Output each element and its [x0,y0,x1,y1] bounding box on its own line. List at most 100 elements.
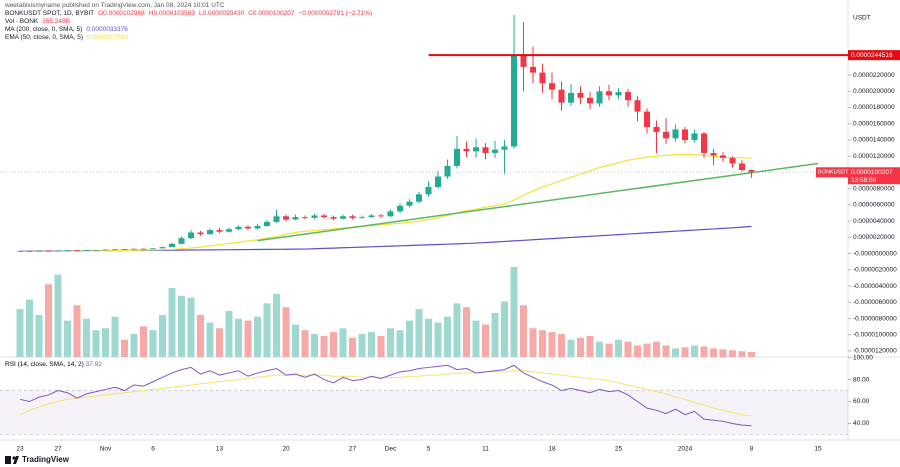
volume-bar [425,318,432,357]
candle-body [644,111,650,127]
y-tick-label: 0.0000040000 [853,218,895,225]
legend: weetabixismyname published on TradingVie… [5,2,376,42]
candle-body [596,91,603,104]
candle-body [169,243,175,248]
candle-body [235,226,242,230]
volume-bar [605,343,613,357]
candle-body [511,54,517,147]
volume-bar [368,332,375,357]
trend-line [257,162,819,242]
volume-bar [482,324,489,357]
y-tick-label: 0.0000020000 [853,234,895,241]
volume-name: Vol · BONK [5,18,39,25]
volume-bar [396,330,404,357]
candle-body [739,163,745,171]
rsi-name: RSI (14, close, SMA, 14, 2) [5,361,84,368]
x-tick-label: 6 [151,446,155,453]
volume-bar [358,334,366,357]
volume-bar [26,299,33,357]
candle-body [330,217,337,219]
candle-body [102,249,109,251]
volume-bar [729,350,736,357]
volume-bar [710,348,717,357]
symbol-label: BONKUSDT [818,170,849,176]
candle-body [653,126,660,132]
candle-body [264,221,270,227]
candle-body [140,248,147,250]
candle-body [473,147,479,152]
volume-value: 265.248B [42,18,71,25]
volume-bar [510,267,518,357]
y-tick-label: 40.00 [853,420,870,427]
candle-body [606,91,612,96]
volume-bar [738,351,746,357]
candle-body [340,216,346,219]
candle-body [83,250,90,251]
x-tick-label: Dec [385,446,397,453]
candle-body [729,157,736,164]
publisher: weetabixismyname published on TradingVie… [5,2,225,9]
volume-bar [472,320,480,357]
volume-bar [35,314,43,357]
candle-body [150,248,156,250]
candle-body [682,129,688,140]
countdown: 13:58:58 [851,177,877,184]
volume-bar [92,330,100,357]
series-legend: MA (200, close, 0, SMA, 5) 0.0000033376 [5,26,376,34]
x-tick-label: 27 [349,446,357,453]
indicator-line [19,225,752,252]
volume-bar [463,307,470,357]
volume-bar [320,335,328,357]
volume-bar [567,339,575,357]
volume-bar [45,284,52,357]
candle-body [45,250,52,252]
price-label-box [848,50,900,61]
volume-bar [558,334,565,357]
volume-bar [453,303,461,357]
volume-bar [168,288,176,357]
series-legend: EMA (50, close, 0, SMA, 5) 0.0000117593 [5,34,376,42]
x-tick-label: 15 [814,446,822,453]
candle-body [178,238,185,244]
y-tick-label: -0.0000120000 [853,348,897,355]
volume-bar [719,349,727,357]
x-tick-label: 23 [16,446,24,453]
volume-bar [339,328,347,357]
candle-body [321,215,327,218]
candle-body [74,250,80,252]
candle-body [568,92,574,103]
candle-body [26,251,33,252]
y-tick-label: 0.0000080000 [853,185,895,192]
indicator-legend: MA (200, close, 0, SMA, 5) 0.0000033376 EM… [5,26,376,42]
volume-bar [216,328,223,357]
x-tick-label: 5 [427,446,431,453]
branding: TradingView [5,455,69,464]
volume-bar [700,346,708,357]
x-tick-label: 8 [750,446,754,453]
volume-bar [529,328,537,357]
candle-body [539,72,546,84]
candle-body [520,54,527,67]
volume-bar [235,318,242,357]
volume-bar [64,320,71,357]
logo [5,455,19,464]
change: −0.0000002791 (−2.71%) [298,10,373,17]
rsi-legend: RSI (14, close, SMA, 14, 2) 37.92 [5,361,102,368]
candle-body [207,230,213,235]
volume-bar [377,335,385,357]
volume-legend: Vol · BONK 265.248B [5,18,376,26]
candle-body [112,249,118,250]
candle-body [121,249,128,250]
candle-body [311,215,318,218]
candle-body [273,216,280,222]
volume-bar [102,328,109,357]
price-label-box [848,167,900,185]
volume-bar [548,332,556,357]
y-tick-label: -0.0000000000 [853,250,897,257]
y-tick-label: 0.0000140000 [853,137,895,144]
price-label: 0.0000244516 [851,52,893,59]
y-tick-label: -0.0000080000 [853,315,897,322]
x-tick-label: 20 [282,446,290,453]
